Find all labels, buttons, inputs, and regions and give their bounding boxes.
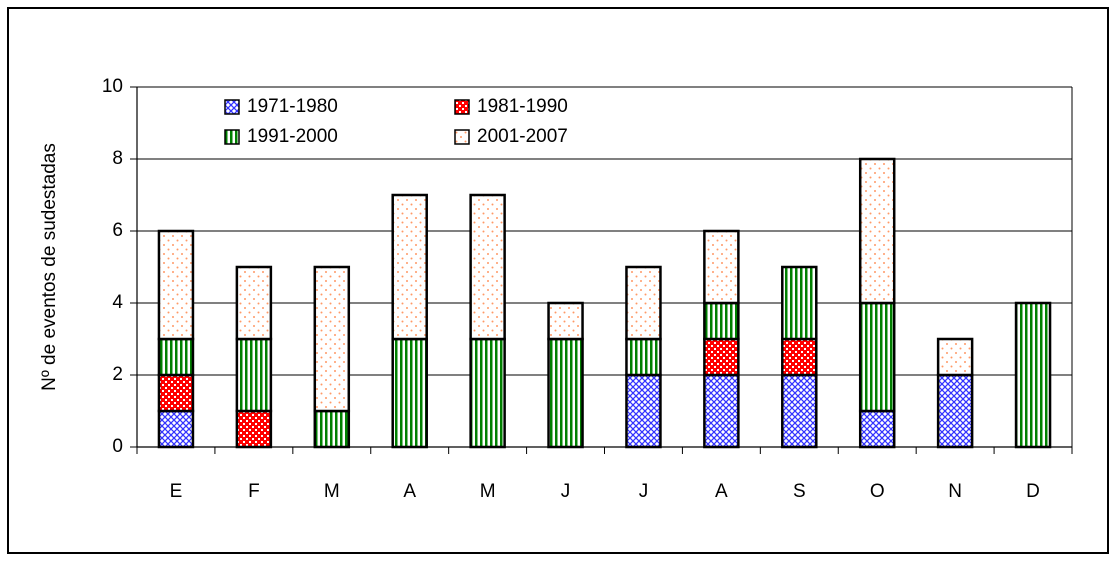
x-tick-label: S — [793, 481, 806, 502]
bar-segment — [858, 409, 896, 449]
bar-segment — [313, 265, 351, 413]
x-tick-label: N — [948, 481, 962, 502]
bar-segment — [235, 409, 273, 449]
bar-segment — [313, 409, 351, 449]
legend-label: 2001-2007 — [477, 126, 568, 147]
bar-segment — [625, 265, 662, 341]
bar-segment — [469, 193, 506, 341]
y-tick-label: 0 — [112, 436, 123, 457]
legend-label: 1971-1980 — [247, 96, 338, 117]
y-tick-label: 2 — [112, 364, 123, 385]
bar-segment — [858, 157, 896, 305]
bar-segment — [157, 229, 195, 341]
bar-segment — [157, 337, 195, 377]
bar-segment — [936, 337, 974, 377]
bar-segment — [781, 373, 818, 449]
y-tick-label: 8 — [112, 148, 123, 169]
x-tick-label: J — [561, 481, 571, 502]
bar-segment — [547, 337, 584, 449]
bar-segment — [625, 373, 662, 449]
bar-segment — [781, 265, 818, 341]
y-tick-label: 6 — [112, 220, 123, 241]
bar-segment — [157, 409, 195, 449]
x-tick-label: M — [324, 481, 340, 502]
y-axis-label: Nº de eventos de sudestadas — [39, 143, 60, 391]
x-tick-label: D — [1026, 481, 1040, 502]
bar-segment — [703, 373, 740, 449]
x-tick-label: E — [170, 481, 183, 502]
x-tick-label: F — [248, 481, 260, 502]
x-tick-label: J — [639, 481, 649, 502]
bar-segment — [703, 229, 740, 305]
bar-segment — [235, 337, 273, 413]
legend-swatch — [454, 129, 470, 145]
y-tick-label: 10 — [102, 76, 123, 97]
bar-segment — [936, 373, 974, 449]
bar-segment — [1014, 301, 1052, 449]
bar-segment — [703, 301, 740, 341]
bar-segment — [391, 337, 428, 449]
x-tick-label: O — [870, 481, 885, 502]
legend-label: 1991-2000 — [247, 126, 338, 147]
x-tick-label: M — [480, 481, 496, 502]
bar-segment — [391, 193, 428, 341]
legend-swatch — [454, 99, 470, 115]
legend-swatch — [224, 129, 240, 145]
bar-segment — [858, 301, 896, 413]
bar-segment — [469, 337, 506, 449]
bar-segment — [547, 301, 584, 341]
bar-segment — [235, 265, 273, 341]
y-tick-label: 4 — [112, 292, 123, 313]
bar-segment — [157, 373, 195, 413]
bar-segment — [625, 337, 662, 377]
legend-swatch — [224, 99, 240, 115]
x-tick-label: A — [403, 481, 416, 502]
x-tick-label: A — [715, 481, 728, 502]
bar-segment — [703, 337, 740, 377]
bar-segment — [781, 337, 818, 377]
legend-label: 1981-1990 — [477, 96, 568, 117]
